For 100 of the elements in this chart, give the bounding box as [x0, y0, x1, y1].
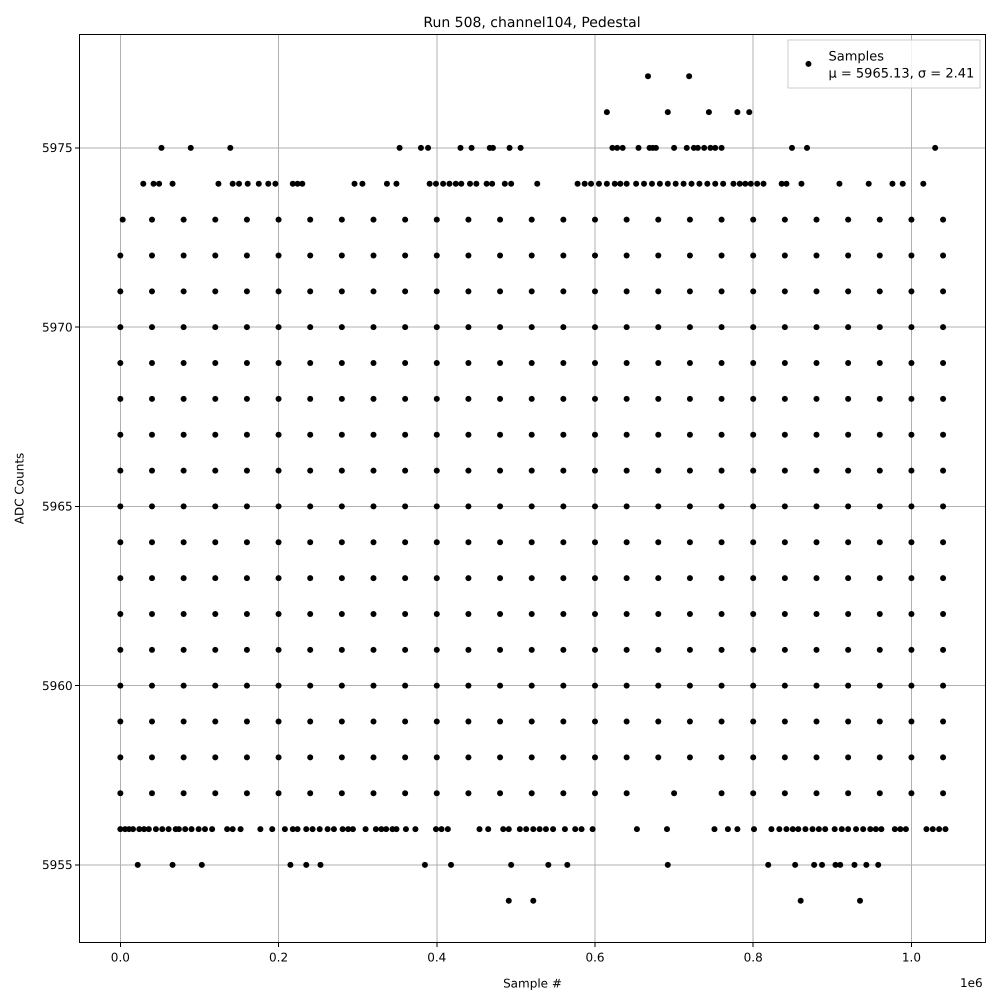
point	[307, 288, 314, 294]
point	[592, 216, 598, 223]
point	[528, 539, 535, 546]
point	[718, 468, 725, 474]
point	[655, 324, 662, 330]
point	[624, 790, 630, 796]
point	[276, 432, 282, 438]
point	[718, 718, 725, 725]
point	[506, 898, 512, 904]
point	[497, 468, 504, 474]
point	[148, 360, 155, 366]
point	[117, 682, 124, 689]
point	[148, 539, 155, 546]
point	[244, 610, 250, 617]
point	[148, 682, 155, 689]
point	[212, 252, 218, 258]
point	[117, 610, 124, 617]
point	[940, 539, 946, 546]
point	[804, 144, 810, 151]
point	[180, 396, 187, 402]
point	[465, 610, 472, 617]
point	[782, 575, 788, 582]
point	[117, 288, 124, 294]
point	[614, 144, 620, 151]
point	[188, 144, 194, 151]
point	[782, 718, 788, 725]
point	[402, 754, 408, 760]
y-axis-title: ADC Counts	[12, 452, 26, 524]
point	[117, 324, 124, 330]
point	[782, 216, 788, 223]
point	[148, 396, 155, 402]
point	[212, 468, 218, 474]
point	[148, 718, 155, 725]
point	[624, 252, 630, 258]
point	[465, 396, 472, 402]
point	[908, 790, 914, 796]
point	[465, 432, 472, 438]
point	[560, 503, 566, 510]
point	[750, 360, 756, 366]
point	[750, 646, 756, 653]
point	[782, 503, 788, 510]
point	[370, 682, 376, 689]
point	[876, 575, 883, 582]
point	[244, 646, 250, 653]
point	[686, 575, 693, 582]
point	[402, 432, 408, 438]
point	[434, 216, 440, 223]
point	[402, 682, 408, 689]
point	[560, 610, 566, 617]
point	[814, 610, 820, 617]
point	[497, 216, 504, 223]
point	[276, 288, 282, 294]
point	[845, 575, 852, 582]
point	[908, 288, 914, 294]
point	[592, 503, 598, 510]
point	[686, 539, 693, 546]
point	[180, 216, 187, 223]
point	[782, 468, 788, 474]
point	[750, 216, 756, 223]
point	[686, 396, 693, 402]
point	[434, 396, 440, 402]
point	[338, 252, 345, 258]
point	[448, 862, 454, 868]
point	[624, 288, 630, 294]
point	[655, 718, 662, 725]
point	[624, 360, 630, 366]
point	[908, 468, 914, 474]
point	[370, 324, 376, 330]
point	[814, 790, 820, 796]
point	[307, 324, 314, 330]
point	[338, 610, 345, 617]
point	[307, 539, 314, 546]
point	[655, 754, 662, 760]
point	[940, 718, 946, 725]
point	[560, 682, 566, 689]
point	[845, 718, 852, 725]
point	[592, 324, 598, 330]
point	[276, 610, 282, 617]
point	[180, 503, 187, 510]
point	[655, 610, 662, 617]
x-tick-label: 0.8	[744, 950, 763, 964]
point	[908, 718, 914, 725]
point	[592, 396, 598, 402]
point	[875, 862, 882, 868]
x-axis-title: Sample #	[503, 976, 562, 990]
point	[276, 216, 282, 223]
point	[940, 288, 946, 294]
point	[307, 610, 314, 617]
point	[782, 610, 788, 617]
point	[212, 610, 218, 617]
point	[940, 324, 946, 330]
point	[624, 468, 630, 474]
point	[148, 610, 155, 617]
point	[497, 575, 504, 582]
point	[528, 646, 535, 653]
point	[148, 503, 155, 510]
point	[560, 216, 566, 223]
point	[528, 790, 535, 796]
point	[303, 862, 310, 868]
point	[845, 610, 852, 617]
